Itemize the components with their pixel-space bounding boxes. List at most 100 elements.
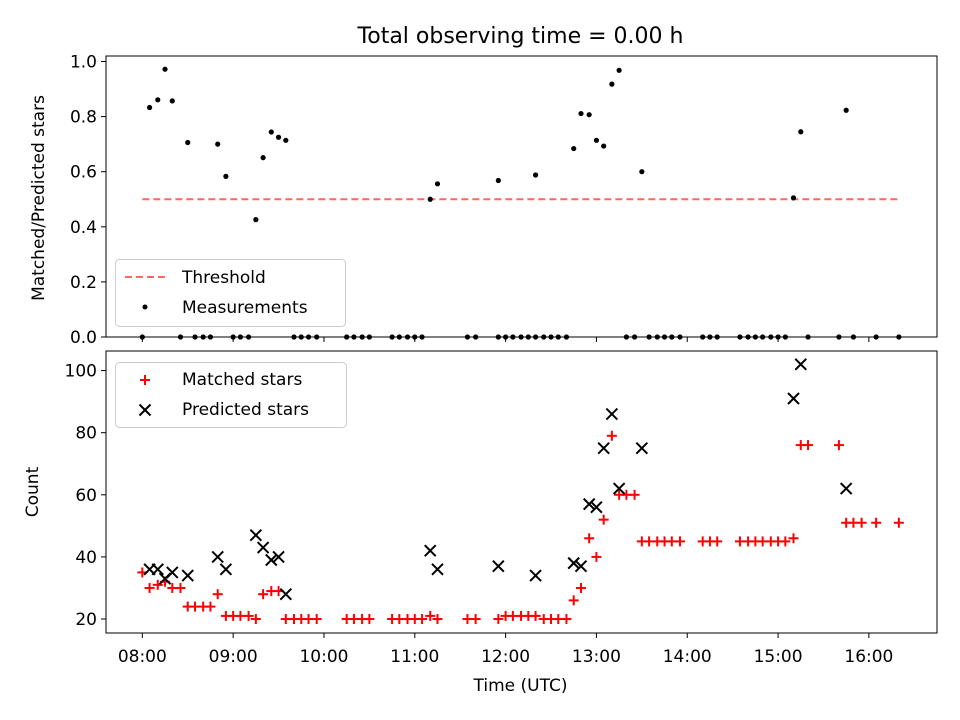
predicted-star-point [272,550,285,564]
matched-star-point [243,610,254,621]
bottom-legend-matched-label: Matched stars [182,370,302,390]
matched-star-point [568,595,579,606]
predicted-star-point [181,569,194,582]
top-y-axis-label: Matched/Predicted stars [29,95,49,301]
matched-star-point [606,430,617,441]
matched-star-point [175,582,186,593]
matched-star-point [311,614,322,625]
matched-star-point [425,610,436,621]
top-chart-title: Total observing time = 0.00 h [357,24,684,49]
matched-star-point [205,601,216,612]
measurement-point [275,134,282,140]
bottom-x-tick-label: 13:00 [572,647,621,667]
measurement-point [571,145,577,152]
predicted-star-point-b [272,550,285,564]
measurement-point [260,155,266,161]
predicted-star-point-b [265,553,278,567]
bottom-y-tick-label: 60 [75,486,97,506]
predicted-star-point-b [279,587,293,601]
matched-star-point [788,533,799,544]
matched-star-point [712,536,723,547]
predicted-star-point [605,407,619,421]
predicted-star-point-b [597,442,610,455]
measurement-point [790,195,797,201]
predicted-star-point-b [166,566,179,579]
top-y-tick-label: 0.0 [70,328,97,348]
measurement-point [601,143,607,149]
top-legend-threshold-label: Threshold [181,268,266,288]
matched-star-point [591,551,602,562]
predicted-star-point [256,541,270,554]
bottom-y-tick-label: 20 [75,610,97,630]
top-legend-measurements-swatch [142,304,148,310]
matched-star-point [250,614,261,625]
predicted-star-point [424,544,437,557]
matched-star-point [561,614,572,625]
predicted-star-point-b [431,563,444,576]
predicted-star-point-b [582,497,596,511]
measurement-point [578,110,584,117]
legend-plus-marker [140,375,150,385]
matched-star-point [530,610,541,621]
predicted-star-point-b [574,560,588,573]
top-legend: Threshold Measurements [115,259,346,327]
predicted-star-point-b [605,407,619,421]
predicted-star-point [431,563,444,576]
bottom-legend-matched-swatch [140,375,150,385]
measurement-point [586,112,592,118]
matched-star-point [893,517,904,528]
predicted-star-point [492,560,505,573]
predicted-star-point [219,563,233,576]
matched-star-point [493,614,504,625]
measurement-point [434,181,441,187]
matched-star-point [871,517,882,528]
bottom-y-tick-label: 40 [75,548,97,568]
predicted-star-point-b [492,560,505,573]
bottom-x-tick-label: 12:00 [481,647,530,667]
bottom-x-tick-label: 09:00 [209,647,258,667]
measurement-point [427,196,433,202]
measurement-point [162,66,168,72]
matched-star-point [258,589,269,600]
top-y-tick-label: 1.0 [70,53,97,73]
predicted-star-point-b [794,358,807,371]
bottom-y-axis-label: Count [23,466,43,517]
measurement-point [215,141,221,147]
predicted-star-point [265,553,278,567]
measurement-point [495,177,501,184]
predicted-star-point-b [249,528,263,542]
bottom-x-tick-label: 15:00 [754,647,803,667]
measurement-point [155,97,161,103]
predicted-star-point [582,497,596,511]
predicted-star-point [529,569,542,582]
bottom-x-tick-label: 14:00 [663,647,712,667]
measurement-point [616,67,622,73]
bottom-legend-frame [115,362,347,428]
bottom-y-tick-label: 100 [65,362,97,382]
legend-x-marker [138,403,152,417]
predicted-star-point-b [529,569,542,582]
matched-star-point [833,440,844,451]
predicted-star-point [279,587,293,601]
measurement-point [185,139,191,146]
bottom-x-tick-label: 10:00 [299,647,348,667]
predicted-star-point-b [151,563,164,576]
predicted-star-point [249,528,263,542]
top-legend-measurements-label: Measurements [182,298,308,318]
matched-star-point [364,614,375,625]
predicted-star-point [612,482,626,495]
measurement-point [268,129,274,135]
measurement-point [169,98,175,104]
matched-star-point [780,536,791,547]
predicted-star-point [574,560,588,573]
predicted-star-point [590,501,603,514]
top-y-tick-label: 0.2 [70,273,97,293]
matched-star-point [152,579,163,590]
bottom-x-tick-label: 16:00 [844,647,893,667]
measurement-point [283,137,289,143]
matched-star-point [417,614,428,625]
top-legend-frame [115,259,346,327]
measurement-point [798,129,804,135]
matched-star-point [856,517,867,528]
